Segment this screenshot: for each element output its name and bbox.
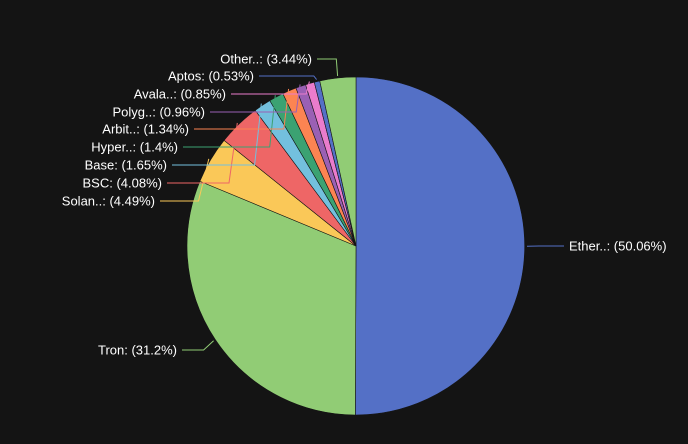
slice-label-polyg: Polyg..: (0.96%) [113, 105, 206, 120]
slice-label-aptos: Aptos: (0.53%) [168, 69, 254, 84]
leader-line-tron [182, 340, 214, 351]
leader-line-base [172, 103, 262, 166]
leader-line-solan [160, 158, 210, 202]
slice-label-ether: Ether..: (50.06%) [569, 239, 667, 254]
pie-slice-ether[interactable] [355, 76, 525, 416]
slice-label-other: Other..: (3.44%) [220, 52, 312, 67]
slice-label-arbit: Arbit..: (1.34%) [102, 122, 189, 137]
leader-line-bsc [167, 122, 238, 184]
slice-label-bsc: BSC: (4.08%) [83, 176, 162, 191]
pie-slice-tron[interactable] [186, 180, 357, 416]
leader-line-arbit [194, 88, 290, 130]
pie-slice-other[interactable] [319, 76, 357, 247]
slice-label-base: Base: (1.65%) [85, 158, 167, 173]
labels-layer: Ether..: (50.06%) Tron: (31.2%) Solan..: (… [62, 52, 667, 358]
leader-line-other [317, 58, 339, 77]
leader-lines-layer [160, 58, 564, 351]
leader-line-aptos [259, 75, 317, 80]
slice-label-tron: Tron: (31.2%) [98, 343, 177, 358]
slice-label-avala: Avala..: (0.85%) [134, 87, 226, 102]
slice-label-hyper: Hyper..: (1.4%) [91, 140, 178, 155]
slice-label-solan: Solan..: (4.49%) [62, 194, 155, 209]
slices-layer [186, 76, 525, 416]
leader-line-avala [231, 81, 310, 95]
